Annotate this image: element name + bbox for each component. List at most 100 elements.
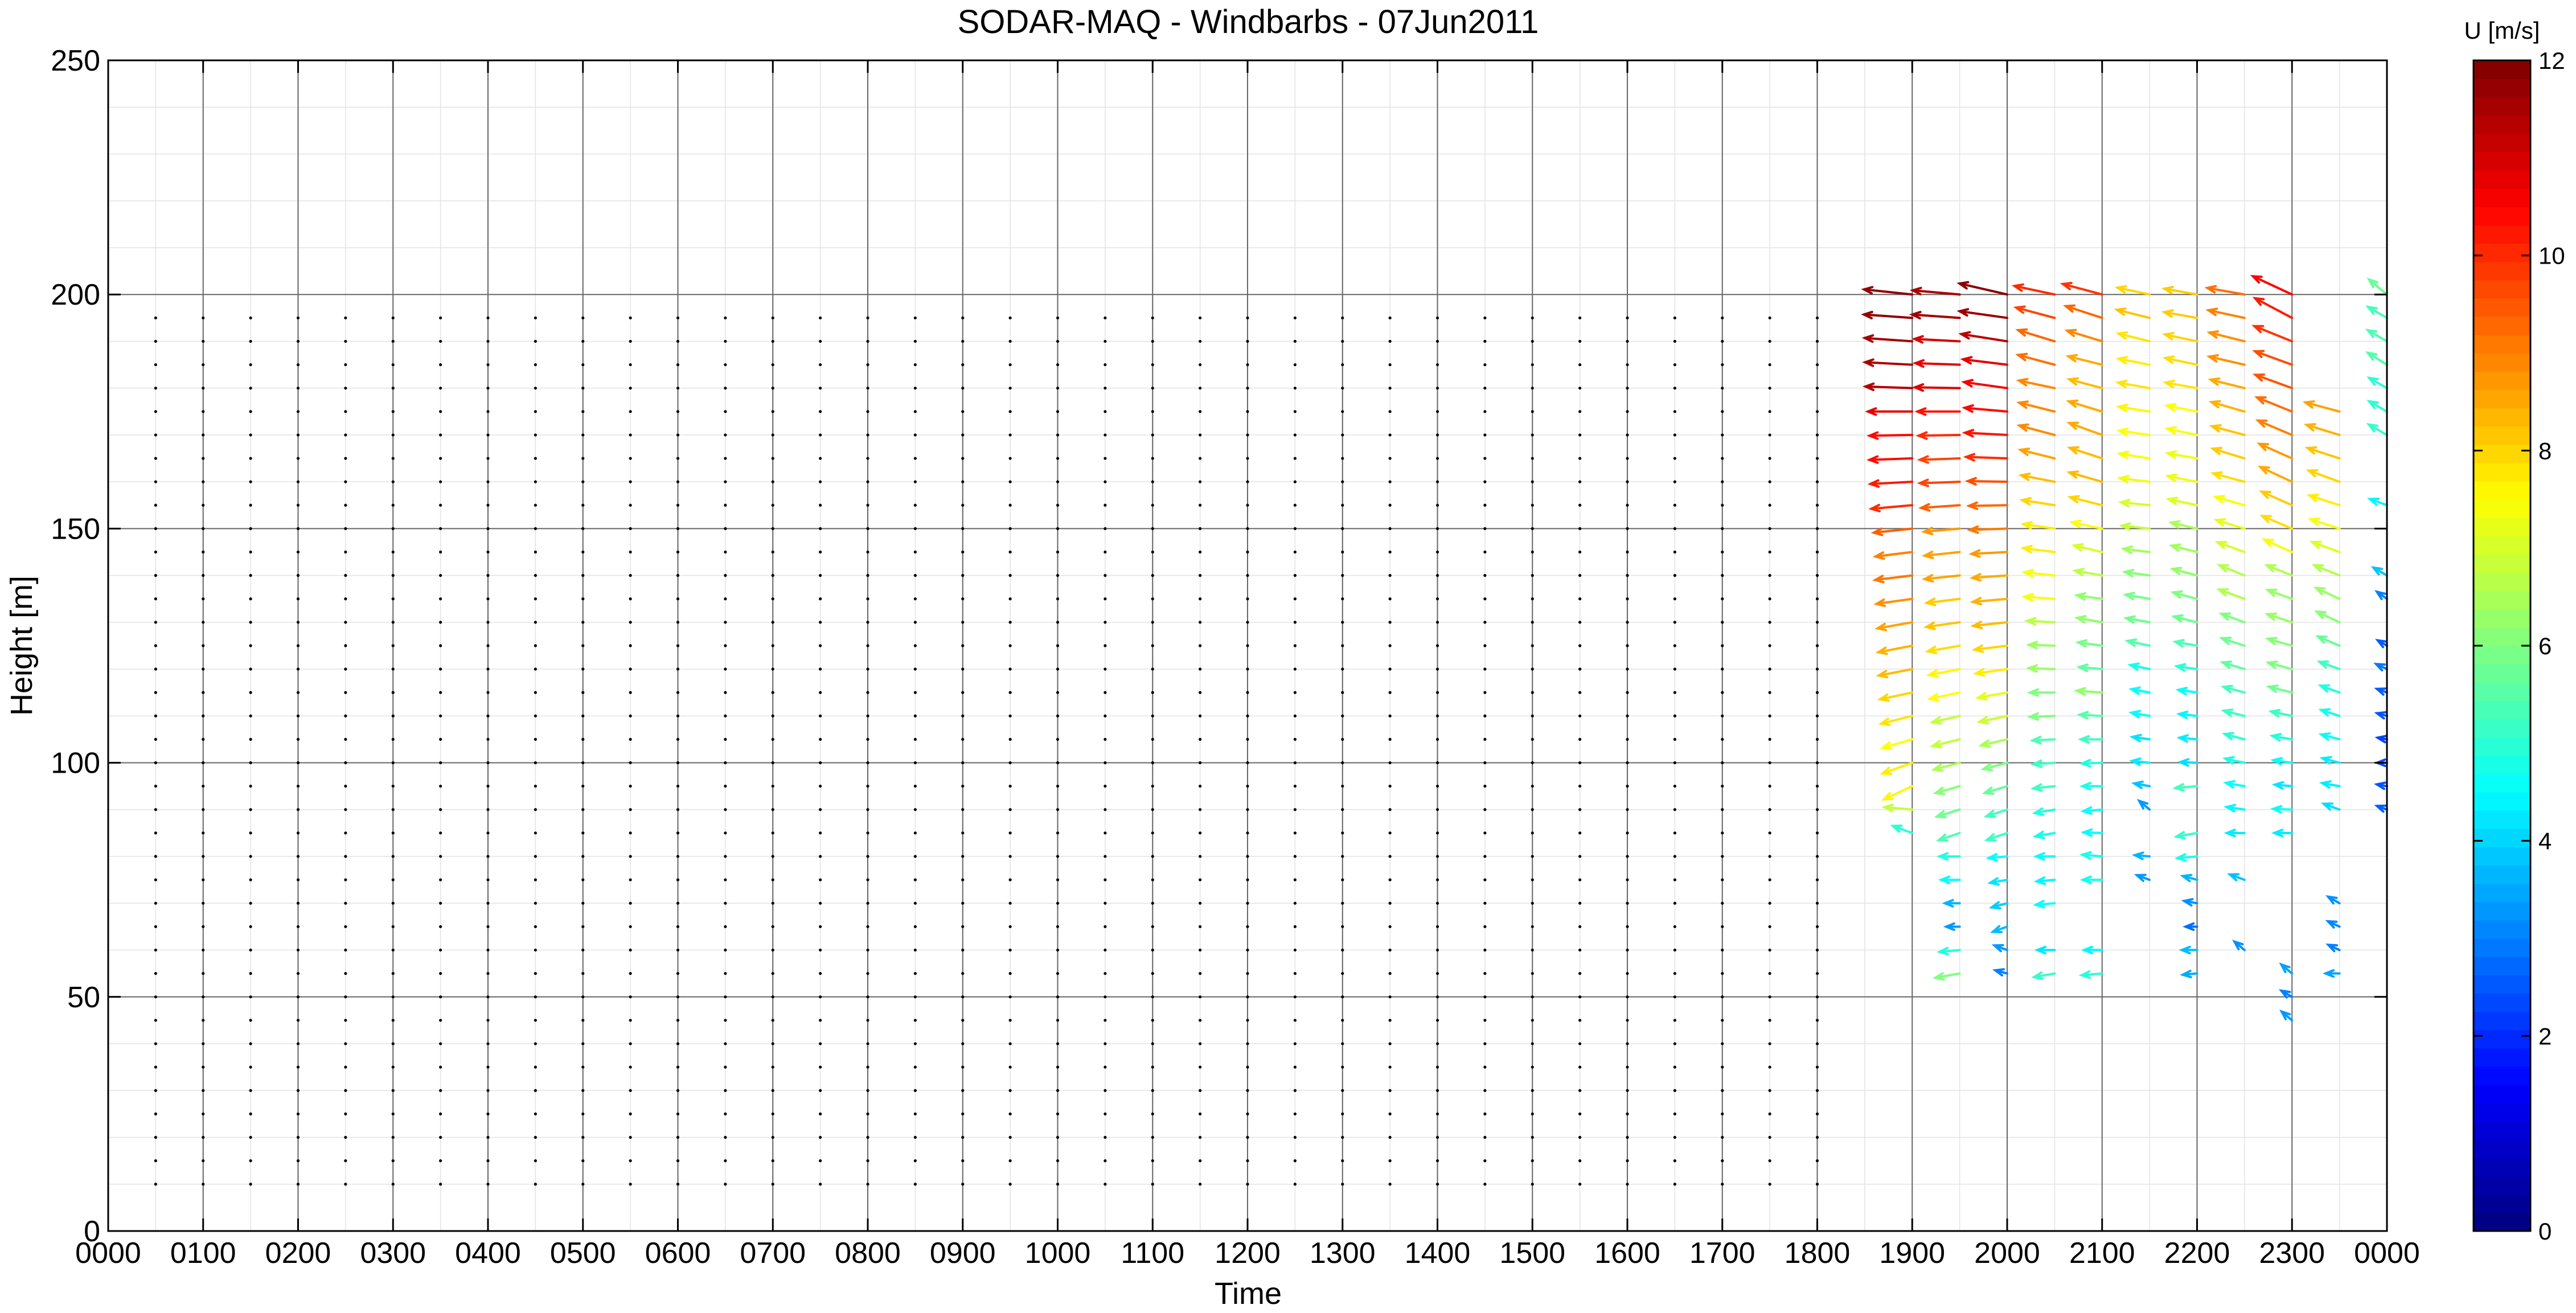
empty-dot	[1246, 972, 1249, 975]
empty-dot	[1721, 785, 1724, 787]
empty-dot	[676, 317, 679, 319]
empty-dot	[866, 621, 869, 623]
empty-dot	[1104, 621, 1106, 623]
empty-dot	[866, 363, 869, 366]
empty-dot	[1151, 715, 1154, 717]
empty-dot	[676, 551, 679, 553]
empty-dot	[1578, 410, 1581, 413]
empty-dot	[486, 831, 489, 834]
empty-dot	[1578, 785, 1581, 787]
empty-dot	[1531, 808, 1534, 811]
empty-dot	[297, 317, 300, 319]
empty-dot	[249, 574, 252, 577]
empty-dot	[297, 340, 300, 343]
empty-dot	[961, 715, 964, 717]
empty-dot	[1294, 504, 1297, 507]
empty-dot	[1721, 481, 1724, 483]
empty-dot	[772, 855, 774, 857]
empty-dot	[1009, 317, 1012, 319]
empty-dot	[534, 738, 537, 741]
empty-dot	[1199, 621, 1201, 623]
empty-dot	[581, 831, 584, 834]
empty-dot	[1056, 504, 1059, 507]
empty-dot	[534, 761, 537, 764]
empty-dot	[249, 1183, 252, 1185]
empty-dot	[154, 551, 157, 553]
empty-dot	[1009, 1136, 1012, 1139]
x-tick-label: 1500	[1499, 1237, 1565, 1270]
empty-dot	[1483, 1113, 1486, 1115]
empty-dot	[1816, 504, 1819, 507]
colorbar-band	[2474, 1048, 2530, 1067]
empty-dot	[249, 317, 252, 319]
empty-dot	[629, 433, 632, 436]
colorbar-band	[2474, 536, 2530, 555]
colorbar-band	[2474, 261, 2530, 280]
empty-dot	[676, 433, 679, 436]
empty-dot	[676, 995, 679, 998]
colorbar-band	[2474, 627, 2530, 646]
empty-dot	[1389, 972, 1392, 975]
empty-dot	[297, 1136, 300, 1139]
empty-dot	[581, 410, 584, 413]
empty-dot	[439, 738, 442, 741]
empty-dot	[581, 481, 584, 483]
colorbar-band	[2474, 756, 2530, 774]
empty-dot	[1721, 1136, 1724, 1139]
empty-dot	[392, 317, 395, 319]
empty-dot	[297, 1159, 300, 1162]
empty-dot	[439, 715, 442, 717]
empty-dot	[1104, 644, 1106, 647]
empty-dot	[1104, 527, 1106, 530]
empty-dot	[629, 972, 632, 975]
empty-dot	[344, 761, 347, 764]
empty-dot	[1816, 1159, 1819, 1162]
empty-dot	[1294, 691, 1297, 694]
empty-dot	[297, 995, 300, 998]
empty-dot	[486, 527, 489, 530]
empty-dot	[486, 972, 489, 975]
empty-dot	[249, 785, 252, 787]
empty-dot	[1389, 761, 1392, 764]
empty-dot	[249, 387, 252, 389]
empty-dot	[1151, 1136, 1154, 1139]
x-tick-label: 0100	[170, 1237, 236, 1270]
empty-dot	[1294, 668, 1297, 671]
empty-dot	[866, 785, 869, 787]
empty-dot	[297, 691, 300, 694]
empty-dot	[772, 902, 774, 905]
empty-dot	[629, 574, 632, 577]
empty-dot	[392, 1159, 395, 1162]
empty-dot	[676, 387, 679, 389]
empty-dot	[676, 457, 679, 459]
empty-dot	[249, 597, 252, 600]
empty-dot	[629, 831, 632, 834]
empty-dot	[1673, 808, 1676, 811]
empty-dot	[1009, 481, 1012, 483]
wind-arrow-shaft	[1920, 482, 1960, 483]
empty-dot	[819, 1066, 822, 1069]
empty-dot	[1389, 621, 1392, 623]
empty-dot	[202, 879, 204, 881]
empty-dot	[772, 1019, 774, 1021]
empty-dot	[629, 925, 632, 928]
empty-dot	[581, 1019, 584, 1021]
empty-dot	[1816, 691, 1819, 694]
empty-dot	[676, 1089, 679, 1092]
empty-dot	[1626, 1019, 1629, 1021]
empty-dot	[486, 1042, 489, 1045]
empty-dot	[1199, 481, 1201, 483]
colorbar-band	[2474, 1139, 2530, 1158]
empty-dot	[1199, 1136, 1201, 1139]
empty-dot	[1009, 972, 1012, 975]
empty-dot	[629, 879, 632, 881]
empty-dot	[1056, 1159, 1059, 1162]
empty-dot	[914, 1019, 917, 1021]
empty-dot	[202, 855, 204, 857]
empty-dot	[439, 1183, 442, 1185]
empty-dot	[914, 902, 917, 905]
empty-dot	[961, 597, 964, 600]
colorbar-band	[2474, 957, 2530, 975]
x-tick-label: 0500	[550, 1237, 616, 1270]
empty-dot	[1151, 644, 1154, 647]
